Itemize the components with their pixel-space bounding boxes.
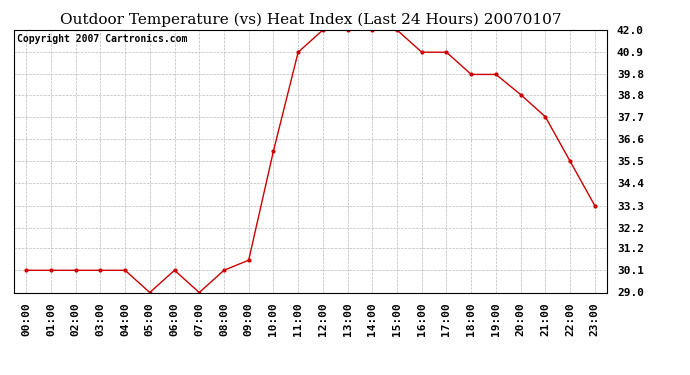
- Title: Outdoor Temperature (vs) Heat Index (Last 24 Hours) 20070107: Outdoor Temperature (vs) Heat Index (Las…: [60, 13, 561, 27]
- Text: Copyright 2007 Cartronics.com: Copyright 2007 Cartronics.com: [17, 34, 187, 44]
